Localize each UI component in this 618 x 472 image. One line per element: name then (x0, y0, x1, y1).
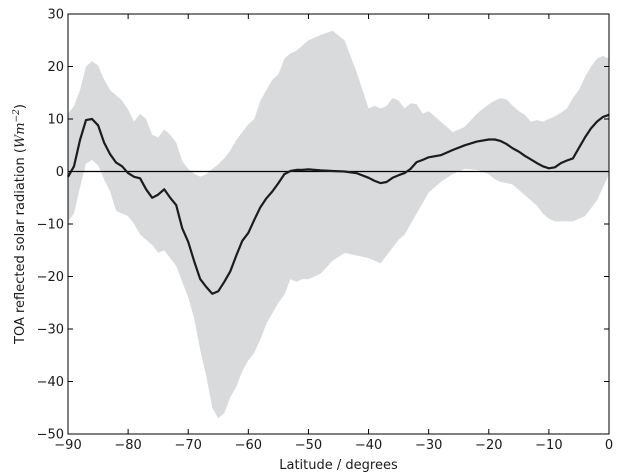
x-tick-label: −70 (175, 438, 202, 453)
spread-band (68, 30, 609, 419)
x-tick-label: −60 (235, 438, 262, 453)
x-tick-label: −10 (535, 438, 562, 453)
y-axis-label-close: ) (13, 104, 28, 109)
series-line-0 (67, 113, 610, 295)
spread-band-area (68, 30, 609, 419)
y-axis-label-text: TOA reflected solar radiation ( (13, 148, 28, 345)
y-axis-label: TOA reflected solar radiation (Wm−2) (12, 104, 28, 345)
y-tick-label: −40 (37, 375, 64, 390)
y-tick-label: 10 (47, 113, 64, 128)
x-tick-label: −20 (475, 438, 502, 453)
x-axis-label: Latitude / degrees (279, 458, 398, 472)
mean-series (67, 113, 610, 295)
y-tick-label: 20 (47, 60, 64, 75)
y-tick-label: −30 (37, 323, 64, 338)
x-axis-ticks: −90 −80 −70 −60 −50 −40 −30 −20 −10 0 (54, 14, 613, 453)
x-tick-label: −90 (54, 438, 81, 453)
x-tick-label: −40 (355, 438, 382, 453)
y-tick-label: −10 (37, 218, 64, 233)
y-tick-label: 30 (47, 8, 64, 23)
x-tick-label: −50 (295, 438, 322, 453)
y-tick-label: −50 (37, 428, 64, 443)
y-tick-label: −20 (37, 270, 64, 285)
y-axis-label-unit: Wm (13, 122, 28, 148)
x-tick-label: 0 (605, 438, 613, 453)
y-axis-ticks: −50 −40 −30 −20 −10 0 10 20 30 (37, 8, 609, 443)
x-tick-label: −80 (114, 438, 141, 453)
x-tick-label: −30 (415, 438, 442, 453)
y-tick-label: 0 (56, 165, 64, 180)
y-axis-label-exponent: −2 (12, 109, 22, 123)
